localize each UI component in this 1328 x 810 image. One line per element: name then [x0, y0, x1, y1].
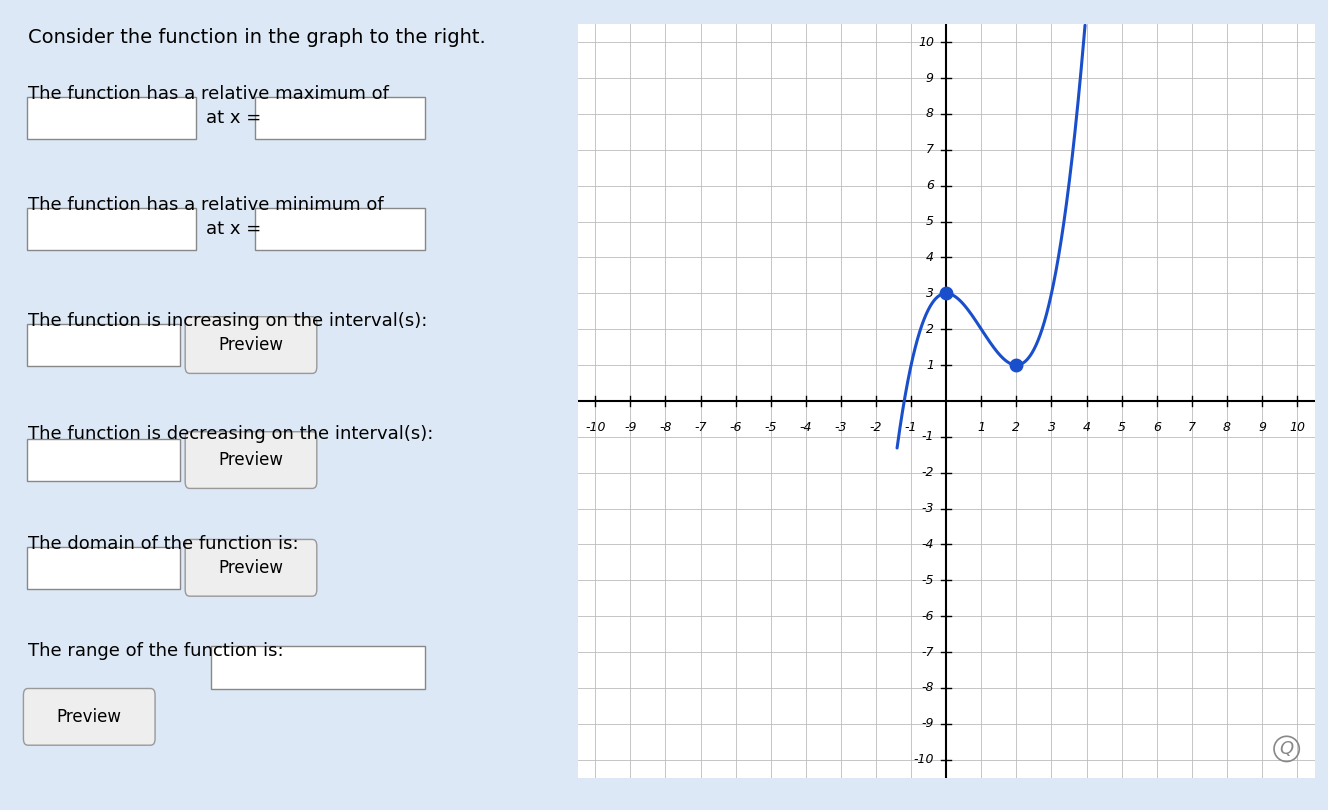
Text: -10: -10: [584, 420, 606, 433]
Text: 8: 8: [926, 108, 934, 121]
Text: 3: 3: [1048, 420, 1056, 433]
Text: 10: 10: [918, 36, 934, 49]
Text: -3: -3: [922, 502, 934, 515]
Text: 4: 4: [1082, 420, 1090, 433]
Text: 1: 1: [977, 420, 985, 433]
Text: 5: 5: [926, 215, 934, 228]
Text: 6: 6: [926, 179, 934, 192]
Text: at x =: at x =: [206, 109, 262, 127]
Text: 9: 9: [1258, 420, 1266, 433]
Text: The function has a relative maximum of: The function has a relative maximum of: [28, 85, 389, 103]
FancyBboxPatch shape: [255, 97, 425, 139]
Text: Q: Q: [1280, 740, 1293, 758]
Text: 5: 5: [1118, 420, 1126, 433]
Text: Preview: Preview: [219, 451, 283, 469]
Text: Preview: Preview: [57, 708, 122, 726]
Text: 6: 6: [1153, 420, 1161, 433]
Text: -9: -9: [922, 718, 934, 731]
FancyBboxPatch shape: [27, 439, 179, 481]
Text: -4: -4: [799, 420, 811, 433]
FancyBboxPatch shape: [185, 317, 317, 373]
Text: The function is decreasing on the interval(s):: The function is decreasing on the interv…: [28, 425, 433, 443]
Text: -6: -6: [729, 420, 742, 433]
Text: at x =: at x =: [206, 220, 262, 238]
Text: Preview: Preview: [219, 559, 283, 577]
Text: -1: -1: [922, 430, 934, 443]
Text: The function is increasing on the interval(s):: The function is increasing on the interv…: [28, 312, 428, 330]
Text: -2: -2: [870, 420, 882, 433]
Text: -7: -7: [695, 420, 706, 433]
FancyBboxPatch shape: [27, 97, 197, 139]
Text: -5: -5: [765, 420, 777, 433]
Text: -8: -8: [922, 681, 934, 694]
FancyBboxPatch shape: [185, 539, 317, 596]
Text: 4: 4: [926, 251, 934, 264]
FancyBboxPatch shape: [255, 208, 425, 250]
Text: -5: -5: [922, 573, 934, 586]
FancyBboxPatch shape: [27, 208, 197, 250]
Text: 9: 9: [926, 71, 934, 84]
FancyBboxPatch shape: [211, 646, 425, 688]
Text: 2: 2: [926, 322, 934, 335]
Text: 7: 7: [1187, 420, 1197, 433]
Text: 3: 3: [926, 287, 934, 300]
Text: 10: 10: [1289, 420, 1305, 433]
Text: Consider the function in the graph to the right.: Consider the function in the graph to th…: [28, 28, 486, 47]
Text: -4: -4: [922, 538, 934, 551]
FancyBboxPatch shape: [27, 324, 179, 366]
Text: -10: -10: [914, 753, 934, 766]
Text: -8: -8: [659, 420, 672, 433]
Text: Preview: Preview: [219, 336, 283, 354]
FancyBboxPatch shape: [185, 432, 317, 488]
FancyBboxPatch shape: [24, 688, 155, 745]
Text: 7: 7: [926, 143, 934, 156]
Text: -9: -9: [624, 420, 636, 433]
Text: The range of the function is:: The range of the function is:: [28, 642, 283, 659]
Text: -1: -1: [904, 420, 918, 433]
FancyBboxPatch shape: [27, 547, 179, 589]
Text: 2: 2: [1012, 420, 1020, 433]
Text: -2: -2: [922, 467, 934, 480]
Text: 8: 8: [1223, 420, 1231, 433]
Text: The domain of the function is:: The domain of the function is:: [28, 535, 299, 552]
Text: -3: -3: [835, 420, 847, 433]
Text: -6: -6: [922, 610, 934, 623]
Text: -7: -7: [922, 646, 934, 659]
Text: The function has a relative minimum of: The function has a relative minimum of: [28, 196, 384, 214]
Text: 1: 1: [926, 359, 934, 372]
